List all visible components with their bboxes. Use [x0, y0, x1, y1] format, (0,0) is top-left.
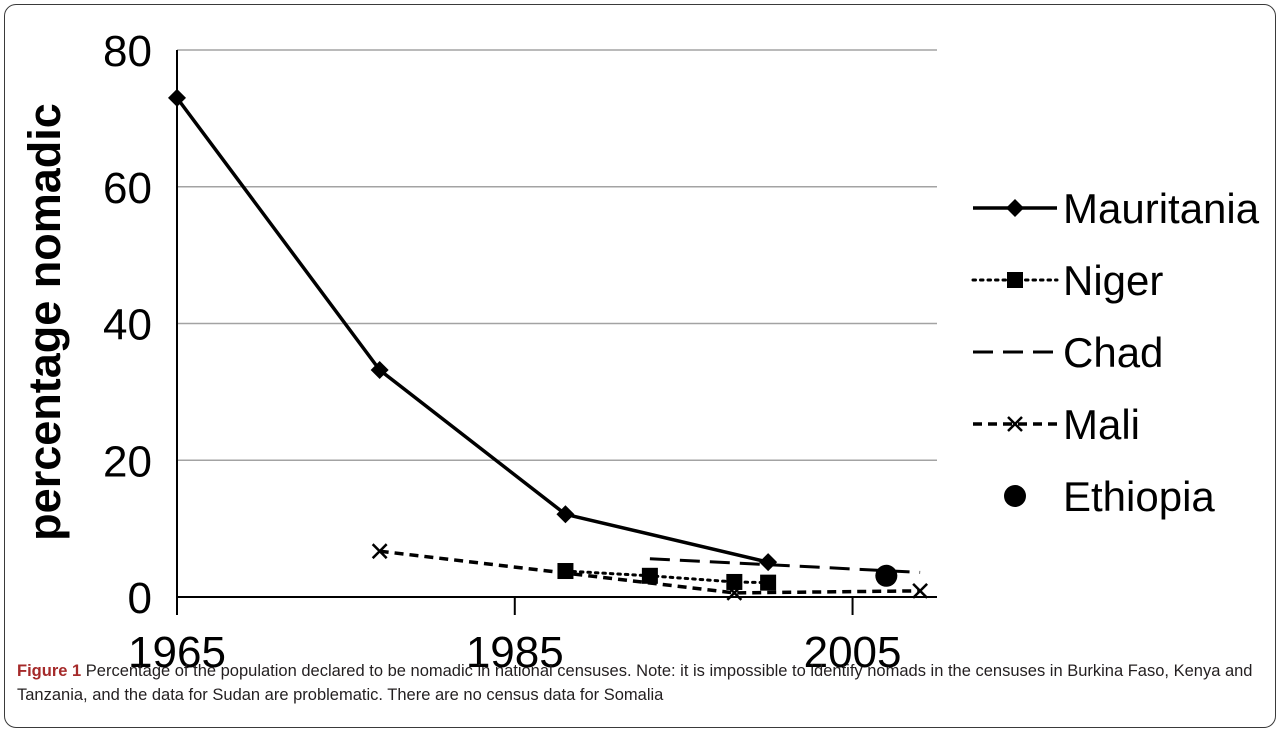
legend-marker-mali-stroke [1007, 416, 1023, 432]
x-tick-label: 2005 [804, 628, 902, 677]
legend-marker-mali [1007, 416, 1023, 432]
mauritania-line [175, 96, 769, 564]
legend-marker-mauritania [1006, 199, 1024, 217]
figure-caption-label: Figure 1 [17, 662, 82, 680]
legend-marker-niger [1007, 272, 1023, 288]
mauritania-marker [168, 88, 186, 107]
y-tick-label: 20 [103, 437, 152, 486]
mali-marker-stroke [912, 582, 928, 599]
series-chad [649, 557, 921, 574]
mauritania-marker [759, 553, 778, 572]
niger-marker [641, 567, 658, 584]
legend-item-mauritania: Mauritania [973, 185, 1260, 232]
series-niger [557, 563, 777, 591]
legend-item-chad: Chad [973, 329, 1163, 376]
x-tick-label: 1985 [466, 628, 564, 677]
niger-line [563, 569, 770, 585]
gridlines [177, 49, 937, 462]
chad-line [649, 557, 921, 574]
ethiopia-marker [875, 564, 898, 587]
legend-label-mali: Mali [1063, 401, 1140, 448]
mali-line [379, 549, 921, 595]
x-tick-label: 1965 [128, 628, 226, 677]
legend-label-niger: Niger [1063, 257, 1163, 304]
figure-caption: Figure 1 Percentage of the population de… [17, 659, 1269, 707]
mauritania-marker [556, 505, 575, 524]
y-axis: 0 20 40 60 80 [103, 27, 178, 623]
y-tick-label: 80 [103, 27, 152, 76]
legend-label-chad: Chad [1063, 329, 1163, 376]
series-layer [168, 88, 928, 601]
series-mali [371, 543, 928, 601]
legend-marker-ethiopia [1004, 485, 1026, 507]
series-ethiopia [875, 564, 898, 587]
legend-item-niger: Niger [971, 257, 1163, 304]
x-axis: 1965 1985 2005 [128, 596, 937, 677]
mali-marker-stroke [726, 585, 743, 601]
series-mauritania [168, 88, 778, 572]
y-tick-label: 60 [103, 164, 152, 213]
mali-marker [726, 585, 743, 601]
legend-item-mali: Mali [973, 401, 1140, 448]
figure-caption-text: Percentage of the population declared to… [17, 662, 1253, 704]
legend-label-mauritania: Mauritania [1063, 185, 1260, 232]
mali-marker [371, 543, 388, 560]
mali-marker-stroke [371, 543, 388, 560]
legend-item-ethiopia: Ethiopia [1004, 473, 1215, 520]
y-axis-label: percentage nomadic [19, 103, 70, 541]
mali-marker [912, 582, 928, 599]
niger-marker [760, 574, 777, 591]
niger-marker [557, 563, 574, 580]
legend: Mauritania Niger Chad Mali Ethiopia [971, 185, 1260, 520]
y-tick-label: 40 [103, 301, 152, 350]
figure-frame [4, 4, 1276, 728]
y-tick-label: 0 [128, 574, 152, 623]
legend-label-ethiopia: Ethiopia [1063, 473, 1215, 520]
mauritania-marker [370, 360, 389, 379]
niger-marker [726, 573, 743, 590]
